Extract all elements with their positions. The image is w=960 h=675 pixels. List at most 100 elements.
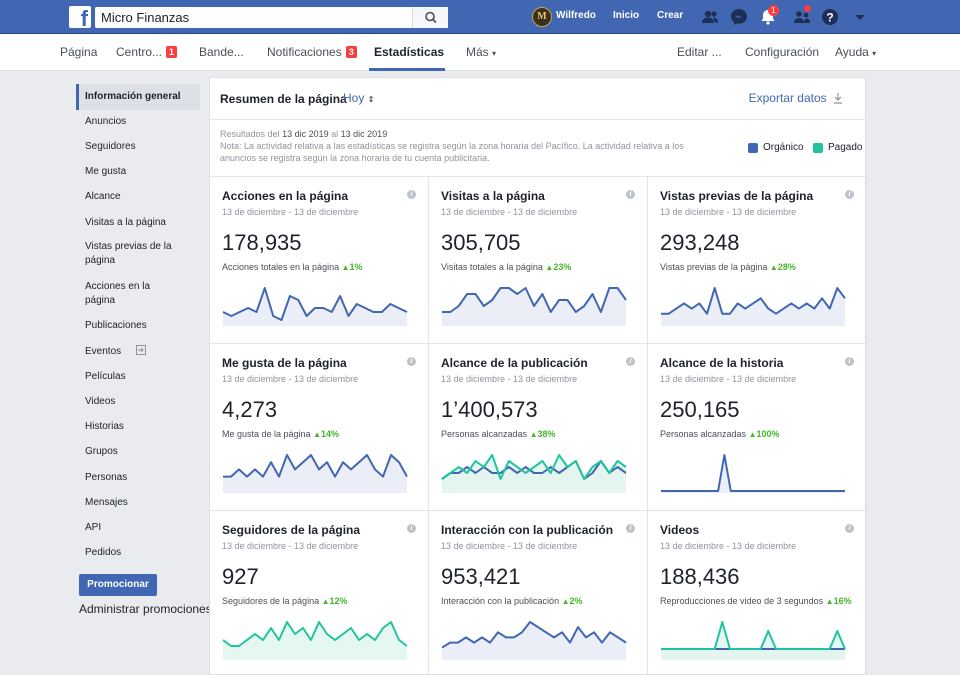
sidebar-item-personas[interactable]: Personas [85,472,128,483]
card-change-value: 28% [777,262,796,272]
info-icon[interactable]: i [407,524,416,533]
avatar[interactable]: M [532,7,552,27]
manage-promotions-link[interactable]: Administrar promociones [79,602,212,616]
tab-notificaciones[interactable]: Notificaciones 3 [267,45,357,59]
sidebar-item-publicaciones[interactable]: Publicaciones [85,320,147,331]
sparkline-chart [222,621,408,660]
caret-down-icon: ▾ [492,49,497,58]
create-link[interactable]: Crear [657,10,684,21]
card-metric-label: Interacción con la publicación [441,596,560,606]
sidebar-item-acciones[interactable]: Acciones en la página [85,281,151,306]
sidebar-item-eventos[interactable]: Eventos [76,345,200,359]
tab-editar[interactable]: Editar ... [677,45,722,59]
info-icon[interactable]: i [407,190,416,199]
card-title: Vistas previas de la página [660,189,814,203]
card-change-value: 23% [553,262,572,272]
metric-card-alcance-de-la-publicacion[interactable]: Alcance de la publicación i 13 de diciembr… [429,343,648,510]
sidebar-item-grupos[interactable]: Grupos [85,446,118,457]
card-date-range: 13 de diciembre - 13 de diciembre [660,541,797,551]
card-title: Alcance de la publicación [441,356,588,370]
sidebar-item-api[interactable]: API [85,522,102,533]
metric-card-alcance-de-la-historia[interactable]: Alcance de la historia i 13 de diciembre -… [648,343,867,510]
home-link[interactable]: Inicio [613,10,640,21]
info-icon[interactable]: i [407,357,416,366]
sidebar-item-label: Eventos [85,346,122,357]
profile-link[interactable]: Wilfredo [556,10,596,21]
sparkline-area-paid [223,622,407,660]
page-navigation: Página Centro... 1 Bande... Notificacione… [0,34,960,71]
triangle-up-icon: ▲ [545,263,554,272]
card-subtitle: Interacción con la publicación ▲2% [441,595,641,608]
sidebar-item-vistas-previas[interactable]: Vistas previas de la página [85,241,172,266]
sparkline-area-organic [223,455,407,493]
metric-card-videos[interactable]: Videos i 13 de diciembre - 13 de diciembre… [648,510,867,675]
metric-card-acciones-en-la-pagina[interactable]: Acciones en la página i 13 de diciembre - … [210,176,429,343]
sparkline-chart [441,454,627,493]
tab-bandeja[interactable]: Bande... [199,45,244,59]
tab-pagina[interactable]: Página [60,45,98,59]
sparkline-chart [441,621,627,660]
card-change-value: 14% [321,429,340,439]
tab-centro[interactable]: Centro... 1 [116,45,178,59]
triangle-up-icon: ▲ [313,430,322,439]
tab-configuracion[interactable]: Configuración [745,45,820,59]
search-input[interactable]: Micro Finanzas [95,7,448,28]
search-button[interactable] [412,7,448,28]
help-icon[interactable]: ? [820,7,840,27]
sparkline-chart [442,287,627,326]
card-title: Interacción con la publicación [441,523,614,537]
info-icon[interactable]: i [626,190,635,199]
date-range-selector[interactable]: Hoy ⇕ [343,91,374,105]
chevron-down-icon[interactable] [850,7,870,27]
info-icon[interactable]: i [626,357,635,366]
sparkline-line-organic [661,287,846,315]
panel-header: Resumen de la página Hoy ⇕ Exportar dato… [210,78,865,120]
sidebar-item-visitas[interactable]: Visitas a la página [85,217,166,228]
friend-requests-icon[interactable] [700,7,720,27]
sidebar-item-alcance[interactable]: Alcance [85,191,121,202]
card-title: Alcance de la historia [660,356,784,370]
card-metric-label: Me gusta de la página [222,429,311,439]
tab-ayuda[interactable]: Ayuda ▾ [835,45,877,59]
sidebar-item-pedidos[interactable]: Pedidos [85,547,122,558]
card-value: 1’400,573 [441,397,538,422]
info-icon[interactable]: i [845,190,854,199]
sparkline-chart [661,621,846,660]
sidebar-item-informacion-general[interactable]: Información general [76,84,200,110]
tab-estadisticas[interactable]: Estadísticas [374,45,445,59]
tab-mas[interactable]: Más ▾ [466,45,497,59]
sidebar-item-seguidores[interactable]: Seguidores [85,141,136,152]
metric-card-interaccion-con-la-publicacion[interactable]: Interacción con la publicación i 13 de dic… [429,510,648,675]
info-icon[interactable]: i [845,357,854,366]
sidebar-item-mensajes[interactable]: Mensajes [85,497,128,508]
sidebar-item-historias[interactable]: Historias [85,421,124,432]
sidebar-item-anuncios[interactable]: Anuncios [85,116,127,127]
messenger-icon[interactable] [729,7,749,27]
info-icon[interactable]: i [845,524,854,533]
sidebar-item-peliculas[interactable]: Películas [85,371,126,382]
groups-icon[interactable] [792,7,812,27]
triangle-up-icon: ▲ [341,263,350,272]
metric-card-visitas-a-la-pagina[interactable]: Visitas a la página i 13 de diciembre - 13… [429,176,648,343]
export-data-button[interactable]: Exportar datos [749,91,843,105]
sidebar-item-videos[interactable]: Videos [85,396,116,407]
card-value: 250,165 [660,397,740,422]
facebook-logo-icon[interactable]: f [69,6,91,28]
sidebar-item-me-gusta[interactable]: Me gusta [85,166,127,177]
panel-title: Resumen de la página [220,92,347,106]
card-metric-label: Personas alcanzadas [660,429,747,439]
card-subtitle: Personas alcanzadas ▲38% [441,428,641,441]
metric-card-me-gusta-de-la-pagina[interactable]: Me gusta de la página i 13 de diciembre - … [210,343,429,510]
card-title: Seguidores de la página [222,523,361,537]
info-icon[interactable]: i [626,524,635,533]
search-icon [425,11,437,24]
card-date-range: 13 de diciembre - 13 de diciembre [660,207,797,217]
sparkline-chart [661,454,845,493]
metric-card-vistas-previas-de-la-pagina[interactable]: Vistas previas de la página i 13 de diciem… [648,176,867,343]
card-value: 4,273 [222,397,278,422]
sparkline-chart [661,287,846,326]
metric-card-seguidores-de-la-pagina[interactable]: Seguidores de la página i 13 de diciembre … [210,510,429,675]
promote-button[interactable]: Promocionar [79,574,157,596]
card-value: 188,436 [660,564,740,589]
sparkline-line-paid [222,621,408,647]
